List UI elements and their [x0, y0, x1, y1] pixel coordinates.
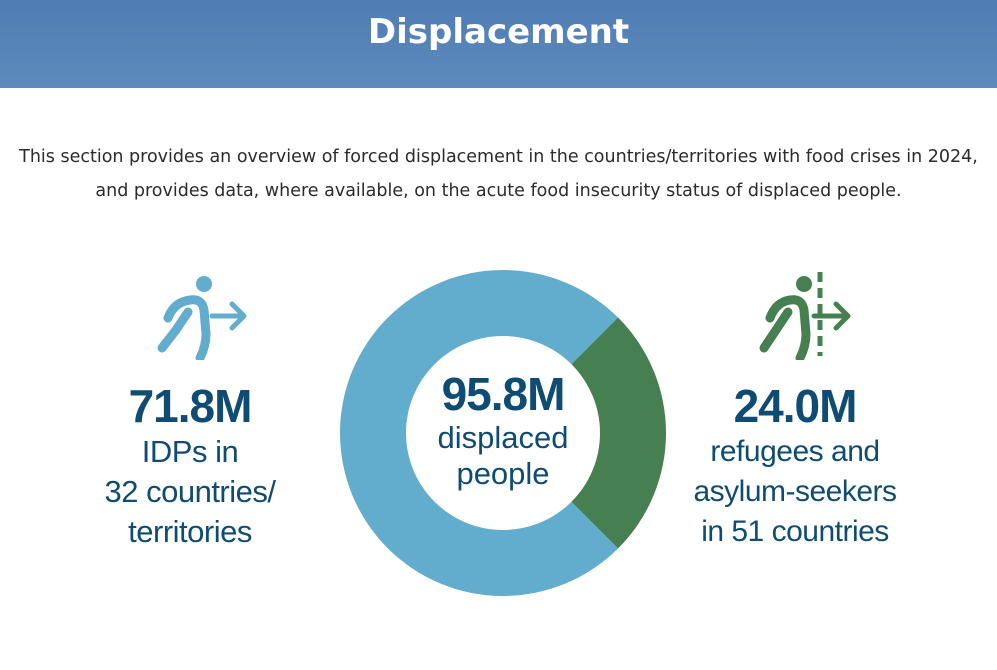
- displacement-donut-chart: [340, 269, 666, 596]
- intro-text: This section provides an overview of for…: [19, 147, 978, 201]
- page-header: Displacement: [0, 0, 997, 88]
- refugee-stat: 24.0M refugees and asylum-seekers in 51 …: [650, 380, 940, 552]
- refugee-value: 24.0M: [733, 380, 858, 432]
- total-label-line1: displaced: [437, 420, 569, 455]
- refugee-label-line1: refugees and: [710, 435, 880, 468]
- idp-label-line1: IDPs in: [141, 434, 239, 469]
- refugee-label-line2: asylum-seekers: [693, 475, 897, 508]
- idp-label-line2: 32 countries/: [104, 474, 277, 509]
- donut-slice-idps: [340, 269, 619, 596]
- person-crossing-border-icon: [759, 272, 851, 360]
- donut-center-label: 95.8M displaced people: [408, 368, 598, 492]
- person-walking-arrow-icon: [157, 276, 247, 360]
- idp-label-line3: territories: [128, 514, 252, 549]
- total-value: 95.8M: [441, 368, 566, 420]
- donut-slice-refugees: [571, 317, 666, 549]
- idp-stat: 71.8M IDPs in 32 countries/ territories: [60, 380, 320, 552]
- refugee-label-line3: in 51 countries: [701, 515, 889, 548]
- total-label-line2: people: [456, 456, 550, 491]
- idp-value: 71.8M: [128, 380, 253, 432]
- page-title: Displacement: [367, 12, 630, 52]
